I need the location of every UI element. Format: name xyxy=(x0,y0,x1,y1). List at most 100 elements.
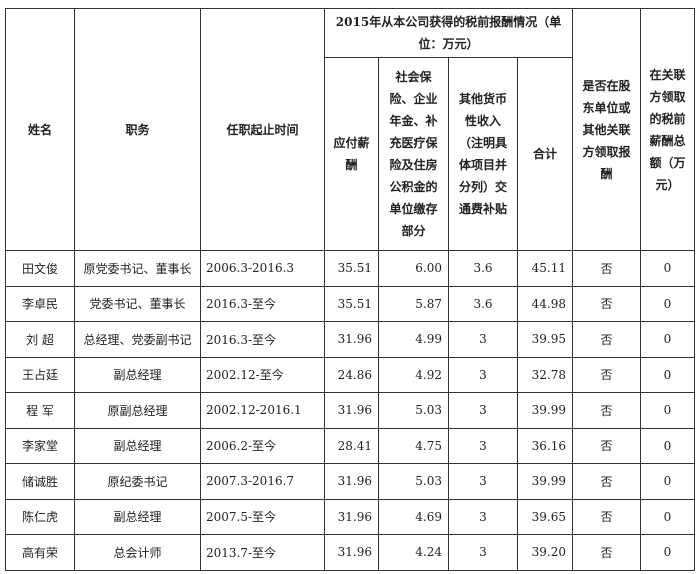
cell-other: 3 xyxy=(448,356,518,393)
cell-related-total: 0 xyxy=(640,427,695,464)
cell-position: 总经理、党委副书记 xyxy=(74,321,201,358)
cell-name: 李家堂 xyxy=(5,427,75,464)
compensation-table: 姓名 职务 任职起止时间 2015年从本公司获得的税前报酬情况（单位：万元） 是… xyxy=(5,8,695,571)
header-group: 2015年从本公司获得的税前报酬情况（单位：万元） xyxy=(324,8,573,58)
cell-related-total: 0 xyxy=(640,321,695,358)
cell-salary: 24.86 xyxy=(324,356,379,393)
cell-salary: 35.51 xyxy=(324,285,379,322)
cell-position: 总会计师 xyxy=(74,534,201,571)
cell-position: 副总经理 xyxy=(74,427,201,464)
cell-salary: 31.96 xyxy=(324,534,379,571)
cell-total: 39.99 xyxy=(517,463,573,500)
cell-related-total: 0 xyxy=(640,498,695,535)
cell-salary: 31.96 xyxy=(324,392,379,429)
header-other: 其他货币性收入（注明具体项目并分列）交通费补贴 xyxy=(448,57,518,251)
cell-related: 否 xyxy=(572,250,641,287)
cell-salary: 31.96 xyxy=(324,498,379,535)
cell-insurance: 5.03 xyxy=(378,392,449,429)
cell-total: 39.65 xyxy=(517,498,573,535)
cell-term: 2006.3-2016.3 xyxy=(200,250,325,287)
cell-related: 否 xyxy=(572,463,641,500)
cell-insurance: 4.92 xyxy=(378,356,449,393)
cell-name: 李卓民 xyxy=(5,285,75,322)
cell-position: 原副总经理 xyxy=(74,392,201,429)
header-salary: 应付薪酬 xyxy=(324,57,379,251)
cell-insurance: 5.87 xyxy=(378,285,449,322)
cell-insurance: 5.03 xyxy=(378,463,449,500)
cell-total: 39.99 xyxy=(517,392,573,429)
table-row: 王占廷 副总经理 2002.12-至今 24.86 4.92 3 32.78 否 0 xyxy=(5,356,695,393)
cell-total: 39.95 xyxy=(517,321,573,358)
table-row: 田文俊 原党委书记、董事长 2006.3-2016.3 35.51 6.00 3.6 45.… xyxy=(5,250,695,287)
cell-insurance: 6.00 xyxy=(378,250,449,287)
table-row: 储诚胜 原纪委书记 2007.3-2016.7 31.96 5.03 3 39.99 否 0 xyxy=(5,463,695,500)
cell-position: 副总经理 xyxy=(74,498,201,535)
header-row-2: 应付薪酬 社会保险、企业年金、补充医疗保险及住房公积金的单位缴存部分 其他货币性… xyxy=(6,57,695,251)
header-name: 姓名 xyxy=(5,8,75,251)
cell-related-total: 0 xyxy=(640,463,695,500)
cell-term: 2007.3-2016.7 xyxy=(200,463,325,500)
cell-total: 45.11 xyxy=(517,250,573,287)
cell-salary: 31.96 xyxy=(324,321,379,358)
cell-term: 2002.12-至今 xyxy=(200,356,325,393)
cell-related: 否 xyxy=(572,534,641,571)
cell-name: 高有荣 xyxy=(5,534,75,571)
cell-name: 程 军 xyxy=(5,392,75,429)
table-row: 高有荣 总会计师 2013.7-至今 31.96 4.24 3 39.20 否 0 xyxy=(5,534,695,571)
cell-name: 储诚胜 xyxy=(5,463,75,500)
cell-related: 否 xyxy=(572,285,641,322)
cell-related: 否 xyxy=(572,498,641,535)
cell-insurance: 4.99 xyxy=(378,321,449,358)
cell-total: 39.20 xyxy=(517,534,573,571)
cell-position: 原纪委书记 xyxy=(74,463,201,500)
cell-position: 副总经理 xyxy=(74,356,201,393)
cell-other: 3 xyxy=(448,427,518,464)
cell-related-total: 0 xyxy=(640,392,695,429)
cell-position: 原党委书记、董事长 xyxy=(74,250,201,287)
cell-salary: 28.41 xyxy=(324,427,379,464)
cell-other: 3.6 xyxy=(448,250,518,287)
cell-total: 36.16 xyxy=(517,427,573,464)
cell-other: 3 xyxy=(448,534,518,571)
header-total: 合计 xyxy=(517,57,573,251)
cell-salary: 35.51 xyxy=(324,250,379,287)
cell-related-total: 0 xyxy=(640,250,695,287)
cell-term: 2007.5-至今 xyxy=(200,498,325,535)
cell-related-total: 0 xyxy=(640,534,695,571)
cell-related: 否 xyxy=(572,321,641,358)
header-related-total: 在关联方领取的税前薪酬总额（万元） xyxy=(640,8,695,251)
cell-name: 陈仁虎 xyxy=(5,498,75,535)
cell-other: 3 xyxy=(448,498,518,535)
cell-term: 2006.2-至今 xyxy=(200,427,325,464)
cell-insurance: 4.24 xyxy=(378,534,449,571)
cell-total: 44.98 xyxy=(517,285,573,322)
table-row: 刘 超总经理、党委副书记 2016.3-至今 31.96 4.99 3 39.95 否 0 xyxy=(5,321,695,358)
cell-related-total: 0 xyxy=(640,285,695,322)
header-position: 职务 xyxy=(74,8,201,251)
cell-name: 田文俊 xyxy=(5,250,75,287)
cell-other: 3 xyxy=(448,321,518,358)
cell-position: 党委书记、董事长 xyxy=(74,285,201,322)
cell-term: 2002.12-2016.1 xyxy=(200,392,325,429)
table-row: 程 军原副总经理 2002.12-2016.1 31.96 5.03 3 39.99 否 0 xyxy=(5,392,695,429)
table-row: 李家堂 副总经理 2006.2-至今 28.41 4.75 3 36.16 否 0 xyxy=(5,427,695,464)
cell-salary: 31.96 xyxy=(324,463,379,500)
cell-insurance: 4.69 xyxy=(378,498,449,535)
cell-other: 3 xyxy=(448,392,518,429)
cell-related: 否 xyxy=(572,392,641,429)
cell-other: 3 xyxy=(448,463,518,500)
cell-term: 2016.3-至今 xyxy=(200,285,325,322)
cell-other: 3.6 xyxy=(448,285,518,322)
cell-insurance: 4.75 xyxy=(378,427,449,464)
cell-related: 否 xyxy=(572,427,641,464)
header-row-1: 姓名 职务 任职起止时间 2015年从本公司获得的税前报酬情况（单位：万元） 是… xyxy=(5,8,695,251)
cell-total: 32.78 xyxy=(517,356,573,393)
header-related: 是否在股东单位或其他关联方领取报酬 xyxy=(572,8,641,251)
cell-term: 2013.7-至今 xyxy=(200,534,325,571)
table-row: 陈仁虎 副总经理 2007.5-至今 31.96 4.69 3 39.65 否 0 xyxy=(5,498,695,535)
table-row: 李卓民 党委书记、董事长 2016.3-至今 35.51 5.87 3.6 44.98 否 0 xyxy=(5,285,695,322)
cell-name: 刘 超 xyxy=(5,321,75,358)
header-term: 任职起止时间 xyxy=(200,8,325,251)
cell-related: 否 xyxy=(572,356,641,393)
cell-term: 2016.3-至今 xyxy=(200,321,325,358)
